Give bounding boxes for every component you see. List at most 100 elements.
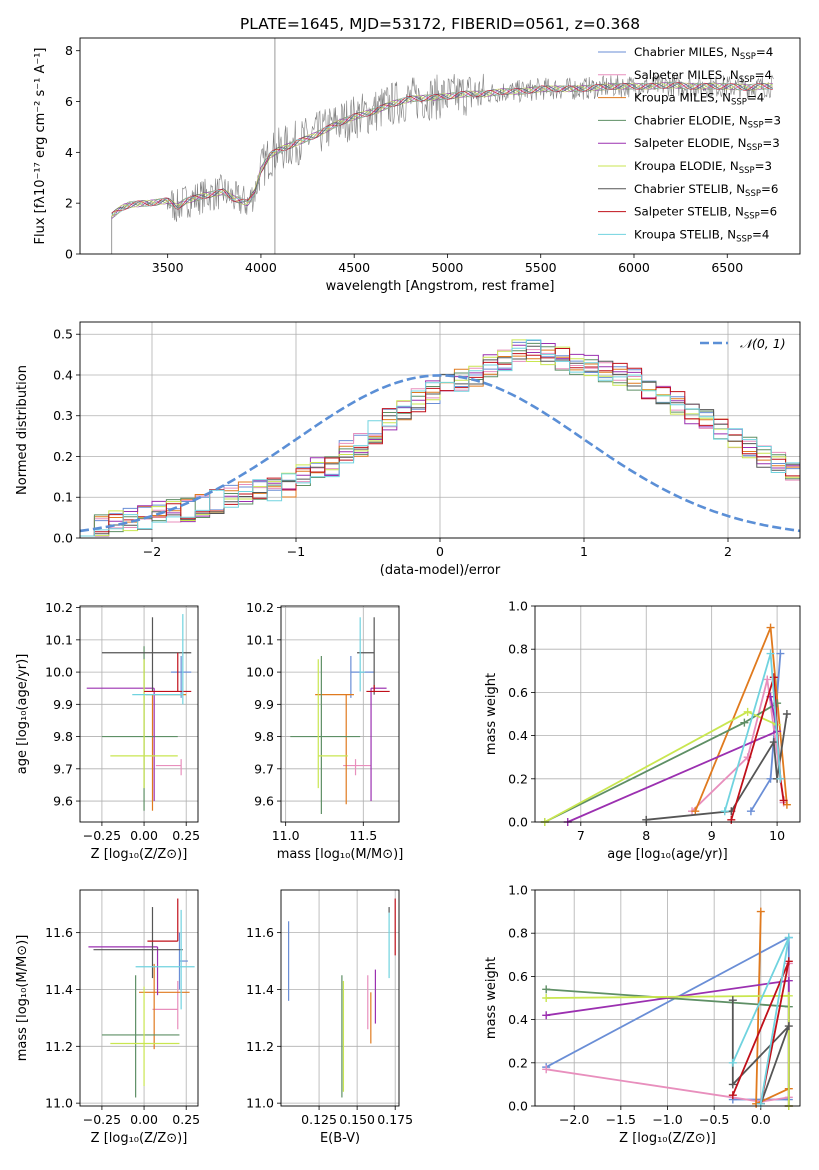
plot-area	[288, 898, 396, 1098]
x-tick-label: 0.00	[130, 1112, 158, 1127]
axes-frame	[79, 37, 801, 255]
legend-label: Chabrier ELODIE, NSSP=3	[634, 113, 781, 130]
x-tick-label: 0.125	[301, 1112, 337, 1127]
legend-subscript: SSP	[745, 189, 761, 199]
panel-mass-vs-EBV: 0.125 0.150 0.175 11.0 11.2 11.4 11.6 E(B-V)	[246, 889, 413, 1146]
plus-marker	[728, 1091, 737, 1100]
panel-weight-vs-Z: −2.0 −1.5 −1.0 −0.5 0.0 0.0 0.2 0.4 0.6 0.8 1.0 Z […	[484, 883, 801, 1146]
plus-marker	[728, 1080, 737, 1089]
plus-marker	[784, 957, 793, 966]
y-tick-label: 10.2	[45, 600, 73, 615]
legend-subscript: SSP	[744, 212, 760, 222]
plus-marker	[769, 673, 778, 682]
y-tick-label: 9.8	[254, 729, 274, 744]
plus-marker	[542, 994, 551, 1002]
legend-suffix: =6	[761, 182, 778, 196]
y-tick-label: 9.7	[254, 761, 274, 776]
x-tick-label: −0.25	[83, 828, 121, 843]
x-tick-label: 6500	[711, 260, 743, 275]
legend-suffix: =4	[755, 68, 772, 82]
weight-line-salpeter-miles	[691, 679, 785, 812]
errorbar-kroupa-elodie	[110, 986, 180, 1087]
errorbar-salpeter-elodie	[88, 946, 159, 996]
x-tick-label: 8	[642, 828, 650, 843]
y-tick-label: 4	[65, 145, 73, 160]
y-axis-label: Normed distribution	[15, 365, 30, 495]
gridlines	[80, 606, 198, 822]
legend: 𝒩(0, 1)	[700, 336, 786, 351]
y-tick-label: 0.4	[508, 1012, 528, 1027]
y-tick-label: 11.4	[246, 982, 274, 997]
plot-area	[111, 38, 774, 254]
weight-line-chabrier-stelib	[731, 1000, 790, 1105]
gridlines	[281, 890, 399, 1106]
y-tick-label: 0.8	[508, 642, 528, 657]
y-tick-label: 9.6	[254, 794, 274, 809]
errorbar-salpeter-stelib	[366, 684, 390, 693]
axes-frame	[79, 605, 199, 823]
x-axis-label: Z [log₁₀(Z/Z⊙)]	[91, 1131, 188, 1146]
legend-label: Kroupa MILES, NSSP=4	[634, 91, 764, 108]
gridlines	[80, 890, 198, 1106]
x-tick-label: 0.25	[172, 1112, 200, 1127]
x-tick-label: −0.5	[699, 1112, 729, 1127]
plus-marker	[779, 796, 788, 805]
x-tick-label: 4500	[338, 260, 370, 275]
gridlines	[281, 606, 399, 822]
y-tick-label: 9.9	[53, 697, 73, 712]
y-tick-label: 0.6	[508, 969, 528, 984]
y-tick-label: 10.0	[45, 665, 73, 680]
y-tick-label: 11.2	[246, 1039, 274, 1054]
errorbar-salpeter-elodie	[86, 687, 155, 802]
plus-marker	[784, 991, 793, 1000]
legend-subscript: SSP	[746, 143, 762, 153]
y-tick-label: 1.0	[508, 599, 528, 614]
panel-spectrum: 3500 4000 4500 5000 5500 6000 6500 0 2 4 6 8 wavelen…	[33, 37, 801, 294]
model-spectrum-chabrier-elodie	[111, 81, 773, 219]
x-tick-label: 9	[708, 828, 716, 843]
y-tick-label: 0.2	[53, 449, 73, 464]
y-axis-label: Flux [fλ10⁻¹⁷ erg cm⁻² s⁻¹ A⁻¹]	[33, 48, 48, 245]
legend-subscript: SSP	[736, 234, 752, 244]
x-tick-label: 0	[436, 544, 444, 559]
plus-marker	[542, 1065, 551, 1074]
errorbar-kroupa-stelib	[135, 909, 195, 1010]
plus-marker	[766, 649, 775, 658]
legend-suffix: =6	[760, 205, 777, 219]
plot-area	[542, 907, 793, 1110]
y-tick-label: 6	[65, 94, 73, 109]
legend-suffix: =4	[747, 91, 764, 105]
x-tick-label: 0.25	[172, 828, 200, 843]
x-tick-label: 11.0	[272, 828, 300, 843]
axes-frame	[534, 605, 801, 823]
legend-subscript: SSP	[740, 52, 756, 62]
x-tick-label: 6000	[618, 260, 650, 275]
y-tick-label: 10.1	[45, 632, 73, 647]
panel-mass-vs-Z: −0.25 0.00 0.25 11.0 11.2 11.4 11.6 Z [log₁₀(Z/…	[15, 889, 200, 1146]
x-axis-label: E(B-V)	[320, 1131, 360, 1146]
y-tick-label: 10.1	[246, 632, 274, 647]
normal-curve	[79, 374, 801, 533]
panel-age-vs-mass: 11.0 11.5 9.6 9.7 9.8 9.9 10.0 10.1 10.2 mass [lo…	[246, 600, 403, 862]
errorbar-kroupa-miles	[139, 963, 190, 1050]
legend-label: Kroupa ELODIE, NSSP=3	[634, 159, 772, 176]
x-axis-label: wavelength [Angstrom, rest frame]	[326, 279, 555, 294]
errorbar-chabrier-elodie	[290, 655, 361, 814]
y-tick-label: 11.4	[45, 982, 73, 997]
x-tick-label: 0.175	[377, 1112, 413, 1127]
y-axis-label: age [log₁₀(age/yr)]	[15, 654, 30, 775]
plus-marker	[769, 738, 778, 747]
y-tick-label: 0.4	[508, 728, 528, 743]
y-tick-label: 11.0	[45, 1096, 73, 1111]
errorbar-salpeter-miles	[152, 980, 179, 1030]
y-tick-label: 0.1	[53, 490, 73, 505]
panel-weight-vs-age: 7 8 9 10 0.0 0.2 0.4 0.6 0.8 1.0 age [log₁₀(age/yr…	[484, 599, 801, 862]
errorbar-kroupa-miles	[145, 694, 187, 811]
x-tick-label: −1	[287, 544, 305, 559]
x-tick-label: 0.0	[751, 1112, 771, 1127]
plus-marker	[542, 985, 551, 994]
errorbar-chabrier-stelib	[101, 617, 192, 692]
plus-marker	[642, 815, 651, 824]
y-tick-label: 2	[65, 196, 73, 211]
